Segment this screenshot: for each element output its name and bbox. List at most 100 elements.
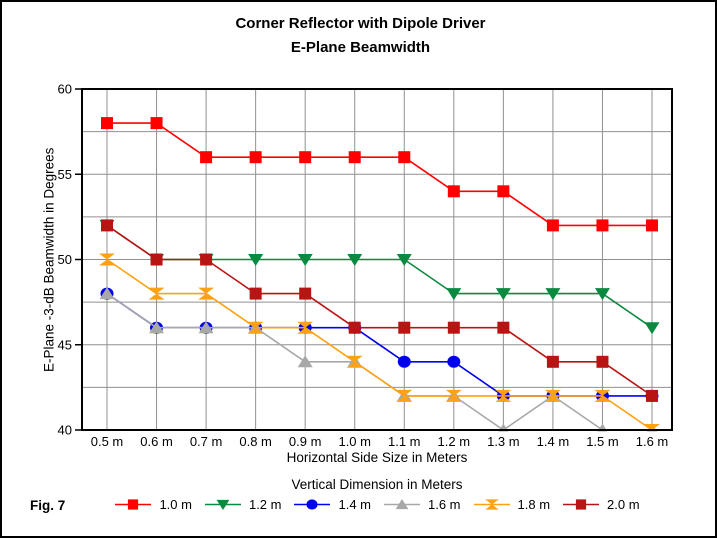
data-point-square [150, 253, 163, 266]
legend-marker-triangle-up-icon [384, 498, 420, 510]
data-point-hourglass [297, 321, 314, 334]
series-line [106, 258, 653, 431]
legend-entry-1.6m: 1.6 m [383, 497, 461, 512]
data-point-hourglass [544, 389, 561, 402]
x-axis-title: Horizontal Side Size in Meters [286, 450, 468, 465]
legend: 1.0 m 1.2 m 1.4 m 1.6 m 1.8 m 2.0 m [47, 497, 715, 512]
data-point-hourglass [346, 355, 363, 368]
legend-entry-1.4m: 1.4 m [293, 497, 371, 512]
data-point-triangle-down [396, 254, 412, 266]
x-tick-label: 1.5 m [586, 434, 619, 449]
series-line [106, 224, 653, 329]
data-point-triangle-up [99, 287, 115, 300]
legend-marker-square-icon [563, 499, 600, 510]
data-point-triangle-down [446, 288, 462, 301]
data-point-triangle-down [545, 288, 561, 301]
data-point-square [398, 151, 411, 164]
data-point-square [596, 219, 609, 232]
series-1.2m [99, 219, 660, 335]
data-point-triangle-down [347, 254, 363, 266]
legend-label: 1.0 m [159, 497, 192, 512]
data-point-square [497, 321, 510, 334]
y-tick-label: 50 [58, 252, 72, 267]
x-tick-label: 1.2 m [438, 434, 471, 449]
y-tick-label: 55 [58, 167, 72, 182]
series-1.8m [99, 253, 660, 432]
data-point-triangle-down [594, 288, 610, 301]
data-point-square [497, 185, 510, 198]
legend-label: 1.2 m [248, 497, 282, 512]
gridlines [82, 88, 672, 431]
data-point-square [575, 499, 587, 510]
legend-entry-2.0m: 2.0 m [562, 497, 640, 512]
x-tick-label: 1.4 m [537, 434, 570, 449]
data-point-square [596, 355, 609, 368]
data-point-square [646, 219, 658, 232]
data-point-hourglass [198, 287, 215, 300]
data-point-square [646, 389, 658, 402]
data-point-hourglass [148, 287, 165, 300]
data-point-square [398, 321, 411, 334]
data-point-circle [306, 499, 319, 510]
data-point-hourglass [495, 389, 512, 402]
x-tick-label: 0.6 m [140, 434, 173, 449]
data-point-triangle-up [395, 498, 409, 510]
data-point-triangle-down [248, 254, 264, 266]
chart-title: Corner Reflector with Dipole Driver E-Pl… [2, 12, 715, 60]
legend-label: 1.4 m [338, 497, 371, 512]
data-point-triangle-up [149, 321, 165, 334]
legend-label: 1.6 m [428, 497, 461, 512]
series-line [106, 224, 653, 397]
data-point-square [249, 151, 262, 164]
x-tick-label: 1.6 m [636, 434, 669, 449]
data-point-hourglass [247, 321, 264, 334]
series-1.0m [101, 117, 658, 232]
legend-marker-circle-icon [294, 499, 331, 510]
x-tick-label: 0.9 m [289, 434, 322, 449]
y-tick-label: 45 [58, 337, 72, 352]
data-point-square [200, 151, 213, 164]
data-point-square [348, 321, 361, 334]
legend-entry-1.0m: 1.0 m [114, 497, 192, 512]
x-tick-label: 0.8 m [239, 434, 272, 449]
x-tick-label: 0.7 m [190, 434, 223, 449]
data-point-square [249, 287, 262, 300]
data-point-triangle-down [216, 499, 230, 511]
data-point-hourglass [644, 424, 660, 432]
figure-label: Fig. 7 [30, 498, 66, 513]
legend-title: Vertical Dimension in Meters [291, 477, 463, 492]
data-point-square [299, 151, 312, 164]
data-point-triangle-up [198, 321, 214, 334]
data-point-square [546, 219, 559, 232]
legend-label: 1.8 m [517, 497, 551, 512]
y-tick-label: 60 [58, 82, 72, 97]
data-point-circle [397, 355, 411, 368]
series-layer [99, 117, 660, 432]
legend-entry-1.2m: 1.2 m [204, 497, 282, 512]
chart-title-line2: E-Plane Beamwidth [290, 39, 431, 56]
data-point-triangle-down [644, 322, 660, 335]
series-line [107, 122, 652, 227]
y-tick-label: 40 [58, 423, 72, 438]
data-point-square [200, 253, 213, 266]
data-point-square [150, 117, 163, 130]
x-tick-label: 1.0 m [338, 434, 371, 449]
x-tick-label: 1.3 m [487, 434, 520, 449]
legend-label: 2.0 m [607, 497, 640, 512]
chart-title-line1: Corner Reflector with Dipole Driver [235, 15, 486, 32]
data-point-triangle-down [297, 254, 313, 266]
data-point-square [546, 355, 559, 368]
axis-ticks [75, 88, 82, 431]
data-point-hourglass [396, 389, 413, 402]
legend-marker-square-icon [115, 499, 152, 510]
legend-marker-triangle-down-icon [204, 499, 241, 511]
data-point-triangle-down [495, 288, 511, 301]
series-2.0m [101, 219, 658, 402]
data-point-square [447, 185, 460, 198]
data-point-square [447, 321, 460, 334]
data-point-hourglass [445, 389, 462, 402]
data-point-square [128, 499, 139, 510]
data-point-triangle-up [297, 355, 313, 368]
